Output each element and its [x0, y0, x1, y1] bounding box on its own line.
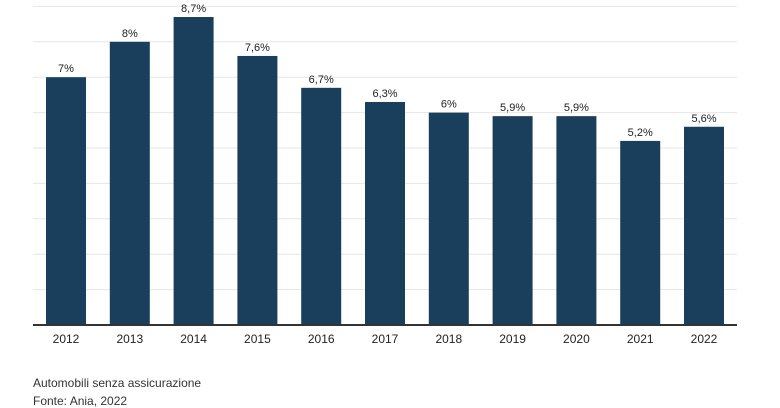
- chart-source: Fonte: Ania, 2022: [33, 394, 128, 408]
- bar-value-label: 5,9%: [500, 102, 525, 114]
- x-tick-label: 2019: [499, 332, 526, 346]
- bar-value-label: 5,2%: [628, 127, 653, 139]
- x-tick-label: 2016: [308, 332, 335, 346]
- bar-2019: [492, 116, 533, 325]
- bar-value-label: 5,9%: [564, 102, 589, 114]
- x-tick-label: 2018: [435, 332, 462, 346]
- bar-2021: [620, 140, 661, 325]
- bar-value-label: 6,3%: [372, 88, 397, 100]
- bar-2014: [173, 17, 214, 326]
- x-axis-tick-labels: 2012 2013 2014 2015 2016 2017 2018 2019 2020 2021…: [53, 332, 718, 346]
- x-tick-label: 2017: [372, 332, 399, 346]
- bar-value-label: 6,7%: [309, 74, 334, 86]
- bar-value-labels: 7% 8% 8,7% 7,6% 6,7% 6,3% 6% 5,9% 5,9% 5,2% 5,6%: [58, 3, 717, 139]
- bar-2022: [684, 126, 724, 325]
- bar-2020: [556, 116, 597, 325]
- x-tick-label: 2021: [627, 332, 654, 346]
- bar-2012: [46, 77, 86, 325]
- x-tick-label: 2012: [53, 332, 80, 346]
- x-tick-label: 2020: [563, 332, 590, 346]
- bar-value-label: 8,7%: [181, 3, 206, 15]
- x-tick-label: 2014: [180, 332, 207, 346]
- bar-2017: [365, 101, 405, 325]
- x-tick-label: 2013: [116, 332, 143, 346]
- bar-value-label: 7%: [58, 63, 74, 75]
- bar-2015: [237, 55, 278, 326]
- bar-chart: 7% 8% 8,7% 7,6% 6,7% 6,3% 6% 5,9% 5,9% 5,2% 5,6% 2…: [33, 3, 737, 346]
- bars: [46, 17, 724, 326]
- x-tick-label: 2022: [691, 332, 718, 346]
- bar-value-label: 6%: [441, 99, 457, 111]
- chart-caption: Automobili senza assicurazione: [33, 376, 202, 390]
- bar-value-label: 5,6%: [691, 113, 716, 125]
- x-tick-label: 2015: [244, 332, 271, 346]
- bar-2018: [428, 112, 469, 325]
- bar-2013: [109, 41, 150, 326]
- bar-2016: [301, 87, 342, 325]
- bar-value-label: 8%: [122, 28, 138, 40]
- bar-value-label: 7,6%: [245, 42, 270, 54]
